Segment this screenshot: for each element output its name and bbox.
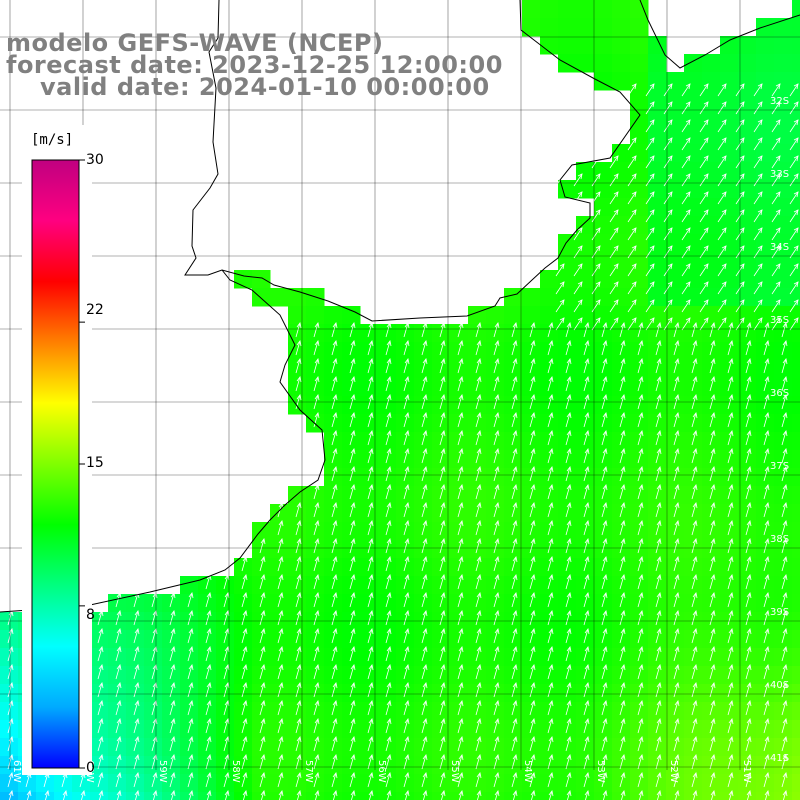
lat-label: 32S	[770, 96, 789, 107]
colorbar-tick-30: 30	[86, 152, 104, 168]
colorbar-tick-8: 8	[86, 607, 95, 623]
lon-label: 51W	[741, 760, 752, 783]
valid-date: valid date: 2024-01-10 00:00:00	[40, 73, 490, 101]
lat-label: 34S	[770, 242, 789, 253]
lon-label: 59W	[157, 760, 168, 783]
lon-label: 61W	[11, 760, 22, 783]
wind-arrows	[7, 83, 799, 800]
coastline-brazil	[639, 0, 800, 69]
lat-label: 38S	[770, 534, 789, 545]
coastline-argentina	[0, 269, 326, 613]
lon-label: 53W	[595, 760, 606, 783]
lat-label: 39S	[770, 607, 789, 618]
lat-label: 36S	[770, 388, 789, 399]
lat-label: 41S	[770, 753, 789, 764]
colorbar-unit: [m/s]	[31, 132, 74, 148]
lon-label: 52W	[668, 760, 679, 783]
lon-label: 54W	[522, 760, 533, 783]
lat-label: 37S	[770, 461, 789, 472]
lon-label: 56W	[376, 760, 387, 783]
lon-label: 57W	[303, 760, 314, 783]
colorbar-tick-22: 22	[86, 302, 104, 318]
colorbar	[31, 159, 80, 769]
colorbar-tick-0: 0	[86, 760, 95, 776]
lon-label: 55W	[449, 760, 460, 783]
forecast-date: forecast date: 2023-12-25 12:00:00	[6, 51, 503, 79]
model-title: modelo GEFS-WAVE (NCEP)	[6, 29, 384, 57]
lat-label: 33S	[770, 169, 789, 180]
coastline	[184, 0, 641, 322]
lat-label: 40S	[770, 680, 789, 691]
colorbar-tick-15: 15	[86, 455, 104, 471]
lat-label: 35S	[770, 315, 789, 326]
lon-label: 58W	[230, 760, 241, 783]
